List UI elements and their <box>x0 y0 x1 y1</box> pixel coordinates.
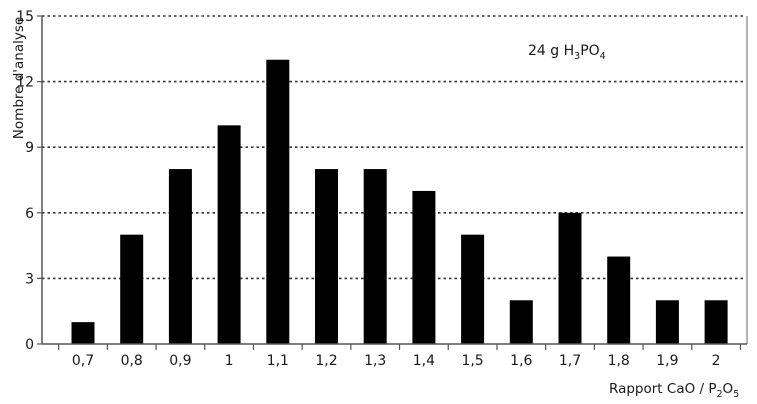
y-tick-label-9: 9 <box>25 140 34 156</box>
bar-1,6 <box>509 300 533 344</box>
bar-1,2 <box>315 169 338 344</box>
gridlines <box>42 15 746 280</box>
bar-0,9 <box>168 169 192 344</box>
x-tick-label-11: 1,8 <box>608 353 630 369</box>
x-tick-label-13: 2 <box>712 353 721 369</box>
x-axis-ticks: 0,7 0,8 0,9 1 1,1 1,2 1,3 1,4 1,5 1,6 1,7 1,8 1,9 2 <box>58 344 742 369</box>
x-tick-label-3: 1 <box>225 353 234 369</box>
bars <box>71 59 728 344</box>
x-tick-label-5: 1,2 <box>315 353 337 369</box>
x-tick-label-12: 1,9 <box>656 353 678 369</box>
bar-1 <box>217 125 241 344</box>
bar-1,8 <box>607 256 631 344</box>
x-tick-label-2: 0,9 <box>169 353 191 369</box>
bar-2 <box>704 300 728 344</box>
x-tick-label-4: 1,1 <box>267 353 289 369</box>
bar-0,7 <box>71 322 95 344</box>
bar-1,9 <box>655 300 679 344</box>
y-tick-label-0: 0 <box>25 337 34 353</box>
x-tick-label-1: 0,8 <box>121 353 143 369</box>
y-tick-label-15: 15 <box>16 9 34 25</box>
y-tick-label-12: 12 <box>16 75 34 91</box>
bar-1,3 <box>363 169 387 344</box>
bar-1,4 <box>412 190 436 344</box>
x-tick-label-8: 1,5 <box>461 353 483 369</box>
y-axis-title: Nombre d'analyse <box>11 17 27 139</box>
x-tick-label-0: 0,7 <box>72 353 94 369</box>
bar-1,5 <box>461 234 485 344</box>
x-tick-label-6: 1,3 <box>364 353 386 369</box>
bar-1,7 <box>558 212 582 344</box>
y-tick-label-3: 3 <box>25 271 34 287</box>
x-tick-label-10: 1,7 <box>559 353 581 369</box>
x-tick-label-7: 1,4 <box>413 353 435 369</box>
x-tick-label-9: 1,6 <box>510 353 532 369</box>
y-axis-ticks: 0 3 6 9 12 15 <box>16 9 42 353</box>
x-axis-title: Rapport CaO / P2O5 <box>609 381 739 399</box>
bar-1,1 <box>266 59 290 344</box>
y-tick-label-6: 6 <box>25 206 34 222</box>
chart-annotation: 24 g H3PO4 <box>528 43 606 62</box>
bar-0,8 <box>120 234 144 344</box>
